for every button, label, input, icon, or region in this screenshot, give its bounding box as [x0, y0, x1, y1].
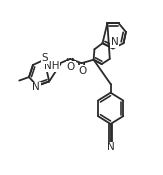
- Text: N: N: [111, 37, 119, 47]
- Text: N: N: [107, 142, 114, 152]
- Text: O: O: [78, 66, 86, 76]
- Text: S: S: [42, 53, 48, 63]
- Text: NH: NH: [44, 61, 59, 71]
- Text: O: O: [67, 62, 75, 72]
- Text: N: N: [32, 82, 40, 93]
